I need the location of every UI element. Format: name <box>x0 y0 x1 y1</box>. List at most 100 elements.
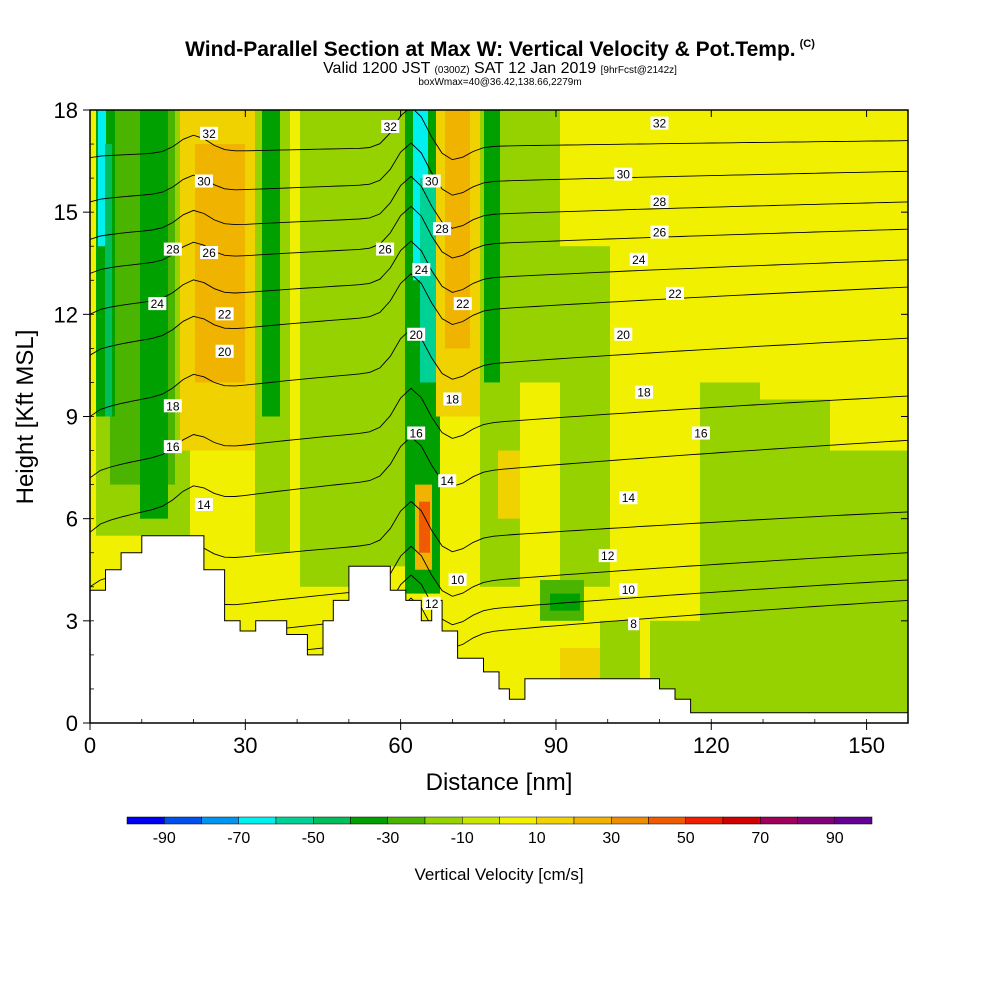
contour-label-text: 24 <box>632 253 646 267</box>
contour-label-text: 32 <box>384 120 398 134</box>
contour-label-text: 10 <box>622 583 636 597</box>
copyright-mark: (C) <box>799 38 815 50</box>
theta-contour-line <box>90 142 908 203</box>
contour-label-box <box>407 426 426 440</box>
terrain-polygon <box>89 535 909 724</box>
colorbar-swatch <box>611 816 649 825</box>
colorbar-swatch <box>201 816 239 825</box>
contour-label-box <box>412 263 431 277</box>
contour-label: 26 <box>200 246 219 260</box>
y-tick-label: 0 <box>66 711 78 736</box>
colorbar-swatch <box>760 816 798 825</box>
x-tick-label: 0 <box>84 733 96 758</box>
box-info: boxWmax=40@36.42,138.66,2279m <box>418 77 582 88</box>
contour-label-text: 14 <box>622 491 636 505</box>
valid-date: SAT 12 Jan 2019 <box>474 60 597 77</box>
colorbar-tick-label: 50 <box>677 830 695 847</box>
contour-labels: 32 32 32 30 30 30 28 28 28 26 26 26 24 24 24 22 22 22 20 20… <box>148 116 710 631</box>
contour-label-text: 12 <box>425 597 439 611</box>
contour-label: 24 <box>412 263 431 277</box>
contour-label-text: 12 <box>601 549 615 563</box>
contour-label-box <box>163 399 182 413</box>
contour-label: 30 <box>194 174 213 189</box>
contour-label-box <box>650 194 669 208</box>
contour-label-box <box>376 242 395 256</box>
contour-label-box <box>453 297 472 311</box>
contour-label-box <box>650 225 669 239</box>
y-tick-label: 15 <box>54 200 78 225</box>
colorbar-swatch <box>424 816 463 825</box>
contour-label: 18 <box>634 385 653 400</box>
contour-label-text: 16 <box>409 427 423 441</box>
contour-label-text: 28 <box>435 222 449 236</box>
contour-label: 30 <box>422 174 441 189</box>
colorbar-tick-label: 10 <box>528 830 546 847</box>
contour-label-text: 22 <box>218 307 232 321</box>
colorbar-swatch <box>462 816 500 825</box>
velocity-band <box>520 110 560 383</box>
colorbar-swatch <box>499 816 537 825</box>
contour-label: 14 <box>438 474 457 488</box>
contour-label-text: 24 <box>151 297 165 311</box>
contour-label-box <box>433 222 452 236</box>
colorbar-swatch <box>275 816 314 825</box>
contour-label: 28 <box>650 194 669 209</box>
contour-label-box <box>448 572 467 586</box>
contour-label-text: 18 <box>166 399 180 413</box>
contour-label-text: 20 <box>218 345 232 359</box>
velocity-band <box>484 110 500 383</box>
contour-label-text: 18 <box>637 386 651 400</box>
theta-contour-line <box>90 328 908 417</box>
theta-contour-line <box>90 545 908 639</box>
theta-contour-line <box>90 500 908 588</box>
velocity-band <box>105 144 112 417</box>
contour-label-text: 8 <box>630 617 637 631</box>
contour-label-text: 30 <box>425 175 439 189</box>
colorbar-tick-label: -30 <box>376 830 399 847</box>
contour-label: 18 <box>163 399 182 413</box>
contour-label-box <box>598 549 617 563</box>
contour-label: 26 <box>650 225 669 240</box>
contour-label: 10 <box>448 572 467 587</box>
contour-label: 30 <box>614 167 633 182</box>
contour-label-text: 14 <box>197 498 211 512</box>
colorbar-swatch <box>313 816 351 825</box>
contour-label-box <box>438 474 457 488</box>
y-tick-label: 9 <box>66 405 78 430</box>
x-tick-label: 60 <box>388 733 412 758</box>
colorbar-swatch <box>685 816 724 825</box>
contour-label: 22 <box>215 307 234 321</box>
contour-label-box <box>691 426 710 440</box>
y-tick-label: 12 <box>54 302 78 327</box>
contour-label-text: 16 <box>166 440 180 454</box>
contour-label-text: 26 <box>378 243 392 257</box>
contour-label: 22 <box>666 286 685 301</box>
contour-label-text: 10 <box>451 573 465 587</box>
x-tick-label: 120 <box>693 733 730 758</box>
contour-label: 12 <box>598 549 617 563</box>
colorbar-title: Vertical Velocity [cm/s] <box>414 865 583 884</box>
velocity-band <box>300 110 370 587</box>
contour-label-box <box>422 174 441 188</box>
chart-title: Wind-Parallel Section at Max W: Vertical… <box>0 38 1000 62</box>
colorbar-swatch <box>387 816 426 825</box>
contour-label: 32 <box>381 120 400 134</box>
contour-label-text: 24 <box>415 263 429 277</box>
forecast-info: [9hrFcst@2142z] <box>600 65 677 76</box>
contour-label: 28 <box>163 242 182 257</box>
velocity-band <box>600 620 640 679</box>
axes: 0 30 60 90 120 150 0 3 6 9 12 15 18 <box>54 98 908 758</box>
velocity-band <box>560 246 610 587</box>
colorbar: -90 -70 -50 -30 -10 10 30 50 70 90 <box>126 816 873 847</box>
velocity-band <box>370 110 410 567</box>
terrain-mask <box>89 535 909 724</box>
colorbar-tick-label: 30 <box>602 830 620 847</box>
colorbar-swatch <box>648 816 686 825</box>
contour-label: 32 <box>650 116 669 131</box>
contour-label-text: 26 <box>653 226 667 240</box>
contour-label-text: 16 <box>694 427 708 441</box>
contour-label-box <box>215 307 234 321</box>
theta-contours <box>90 110 908 697</box>
contour-label: 14 <box>194 498 213 512</box>
y-tick-label: 18 <box>54 98 78 123</box>
